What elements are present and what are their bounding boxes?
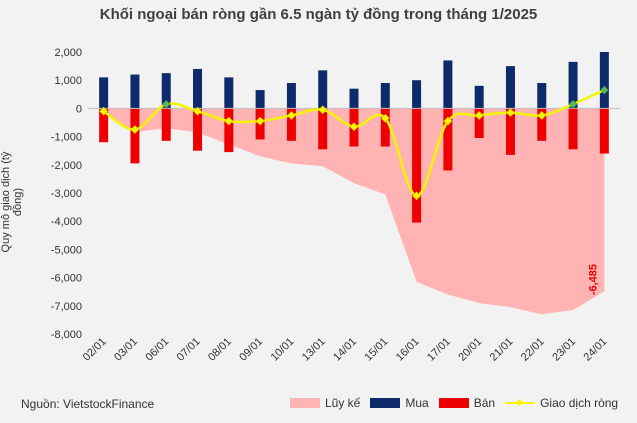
sell-bar [318, 108, 328, 150]
x-tick-label: 09/01 [237, 336, 265, 364]
x-tick-label: 21/01 [488, 336, 516, 364]
y-tick-label: -6,000 [51, 273, 82, 285]
buy-bar [130, 74, 140, 109]
y-tick-label: 1,000 [54, 75, 82, 87]
legend-label-sell: Bán [473, 396, 496, 410]
buy-bar [255, 90, 265, 109]
x-tick-label: 13/01 [300, 336, 328, 364]
buy-bar [474, 85, 484, 109]
legend-swatch-net [505, 398, 536, 408]
net-point [286, 111, 296, 120]
chart-title: Khối ngoại bán ròng gần 6.5 ngàn tỷ đồng… [99, 6, 538, 23]
x-tick-label: 20/01 [456, 336, 484, 364]
net-point [193, 106, 202, 116]
y-tick-label: -5,000 [51, 244, 82, 256]
net-point [568, 99, 578, 109]
buy-bar [537, 83, 547, 109]
legend-label-net: Giao dịch ròng [540, 396, 619, 410]
buy-bar [99, 77, 109, 109]
sell-bar [537, 108, 547, 141]
net-point [443, 116, 453, 126]
y-tick-label: 2,000 [54, 47, 82, 59]
net-point [99, 106, 109, 116]
x-tick-label: 03/01 [112, 336, 140, 364]
net-point [224, 116, 234, 126]
legend-item-buy: Mua [370, 396, 429, 410]
sell-bar [599, 108, 609, 154]
x-tick-label: 17/01 [425, 336, 453, 364]
buy-bar [505, 66, 515, 109]
buy-bar [412, 80, 422, 109]
y-tick-label: -4,000 [51, 216, 82, 228]
sell-bar [130, 108, 140, 164]
sell-bar [505, 108, 515, 155]
y-tick-label: -7,000 [51, 301, 82, 313]
x-tick-label: 15/01 [362, 336, 390, 364]
sell-bar [99, 108, 109, 143]
y-tick-label: -2,000 [51, 160, 82, 172]
x-tick-label: 14/01 [331, 336, 359, 364]
x-tick-label: 24/01 [582, 336, 610, 364]
sell-bar [474, 108, 484, 139]
net-point [537, 111, 547, 120]
net-point [130, 125, 140, 134]
legend-label-cumulative: Lũy kế [325, 396, 361, 410]
x-tick-label: 10/01 [269, 336, 297, 364]
buy-bar [224, 77, 234, 109]
net-point [349, 122, 359, 132]
buy-bar [318, 70, 328, 109]
y-tick-label: 0 [76, 103, 82, 115]
sell-bar [380, 108, 390, 147]
net-point [161, 99, 171, 109]
x-tick-label: 22/01 [519, 336, 547, 364]
buy-bar [599, 52, 609, 109]
legend-item-sell: Bán [438, 396, 496, 410]
y-tick-label: -3,000 [51, 188, 82, 200]
x-tick-label: 23/01 [550, 336, 578, 364]
buy-bar [193, 68, 203, 109]
legend-swatch-buy [370, 398, 401, 408]
y-tick-label: -1,000 [51, 132, 82, 144]
cumulative-annotation: -6,485 [587, 264, 599, 295]
legend-item-net: Giao dịch ròng [505, 396, 618, 410]
x-tick-label: 07/01 [175, 336, 203, 364]
x-tick-label: 02/01 [81, 336, 109, 364]
sell-bar [161, 108, 171, 141]
net-point [474, 111, 484, 120]
net-point [412, 191, 422, 201]
legend-item-cumulative: Lũy kế [290, 396, 360, 410]
buy-bar [443, 60, 453, 109]
legend-label-buy: Mua [405, 396, 429, 410]
sell-bar [412, 108, 422, 223]
x-tick-label: 06/01 [143, 336, 171, 364]
net-point [380, 113, 390, 123]
sell-bar [443, 108, 453, 171]
buy-bar [568, 61, 578, 109]
buy-bar [380, 83, 390, 109]
net-point [506, 108, 515, 118]
sell-bar [568, 108, 578, 150]
legend-swatch-sell [438, 398, 469, 408]
y-tick-label: -8,000 [51, 329, 82, 341]
buy-bar [349, 88, 359, 109]
net-point [318, 105, 328, 115]
sell-bar [193, 108, 203, 151]
buy-bar [286, 83, 296, 109]
net-point [599, 85, 609, 95]
sell-bar [224, 108, 234, 153]
x-tick-label: 16/01 [394, 336, 422, 364]
buy-bar [161, 73, 171, 109]
legend: Lũy kế Mua Bán Giao dịch ròng [290, 396, 628, 410]
sell-bar [286, 108, 296, 141]
net-point [255, 116, 265, 126]
cumulative-area [103, 108, 605, 315]
x-tick-label: 08/01 [206, 336, 234, 364]
source-label: Nguồn: VietstockFinance [21, 397, 155, 411]
legend-swatch-cumulative [290, 398, 320, 408]
